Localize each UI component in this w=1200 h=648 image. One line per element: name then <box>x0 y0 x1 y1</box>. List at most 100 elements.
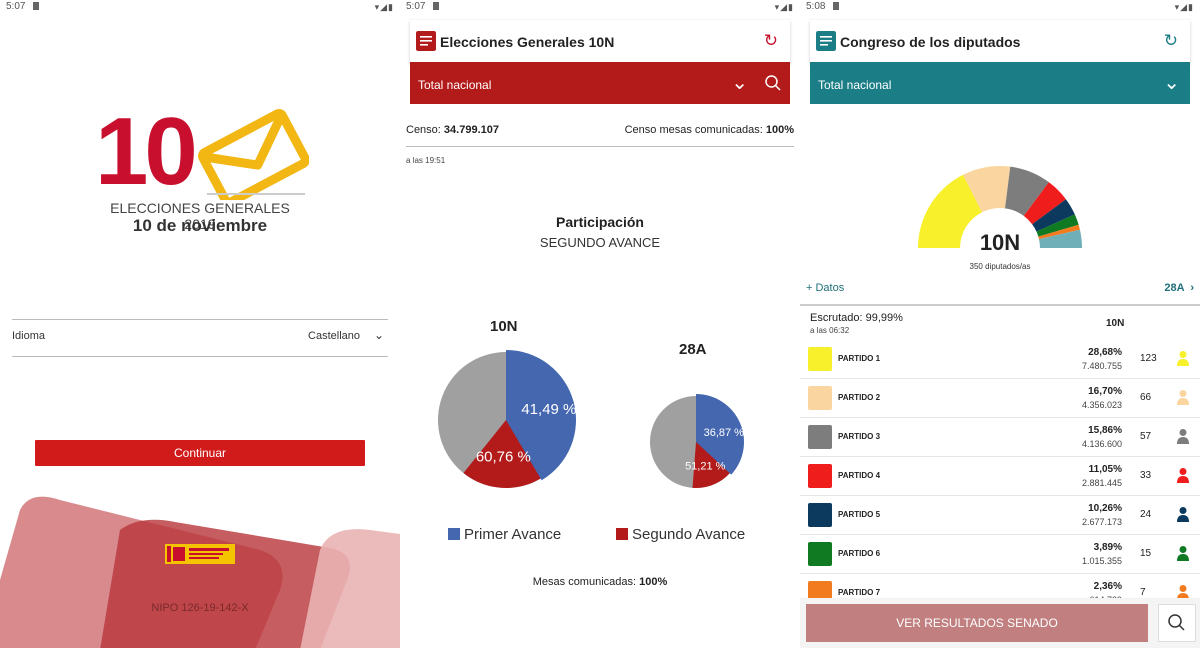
hemicycle-segment <box>1032 199 1075 232</box>
pie-label-10n: 10N <box>490 318 518 335</box>
region-selector[interactable]: Total nacional ⌄ <box>410 62 790 104</box>
party-name: PARTIDO 5 <box>838 510 881 519</box>
status-time: 5:07 <box>6 1 26 12</box>
party-name: PARTIDO 4 <box>838 471 881 480</box>
party-name: PARTIDO 2 <box>838 393 881 402</box>
hemicycle-segment <box>1005 166 1049 216</box>
chevron-down-icon: ⌄ <box>373 328 384 342</box>
status-time: 5:08 <box>806 1 826 12</box>
region-label: Total nacional <box>418 78 492 92</box>
signal-icon: ▾◢▮ <box>774 2 794 12</box>
party-votes: 1.015.355 <box>1081 556 1122 566</box>
censo: Censo: 34.799.107 <box>406 124 499 136</box>
party-name: PARTIDO 1 <box>838 354 881 363</box>
party-seats: 57 <box>1140 431 1152 442</box>
divider <box>800 304 1200 306</box>
status-time: 5:07 <box>406 1 426 12</box>
hemicycle-segment <box>963 166 1011 213</box>
escrutado: Escrutado: 99,99% <box>810 312 903 324</box>
sd-card-icon <box>833 2 840 10</box>
previous-election-label: 28A <box>1164 282 1185 294</box>
censo-label: Censo: <box>406 124 441 136</box>
party-votes: 4.356.023 <box>1081 400 1122 410</box>
search-icon[interactable] <box>764 74 782 92</box>
pie-percent-label: 36,87 % <box>704 427 745 439</box>
party-row[interactable]: PARTIDO 4 11,05% 2.881.445 33 <box>800 457 1200 496</box>
person-icon <box>1177 468 1189 483</box>
hemicycle-segment <box>1023 182 1066 225</box>
party-seats: 123 <box>1140 353 1157 364</box>
person-icon <box>1177 390 1189 405</box>
censo-mesas-value: 100% <box>765 124 794 136</box>
party-votes: 4.136.600 <box>1081 439 1122 449</box>
chevron-down-icon[interactable]: ⌄ <box>731 72 748 94</box>
person-icon <box>1177 351 1189 366</box>
signal-icon: ▾◢▮ <box>374 2 394 12</box>
elections-logo: 10 ELECCIONES GENERALES 2019 10 de novie… <box>95 104 315 240</box>
previous-election-link[interactable]: 28A › <box>1164 282 1194 294</box>
participation-subtitle: SEGUNDO AVANCE <box>539 235 661 250</box>
chevron-down-icon[interactable]: ⌄ <box>1163 72 1180 94</box>
censo-value: 34.799.107 <box>443 124 499 136</box>
party-seats: 24 <box>1140 509 1152 520</box>
senado-results-button[interactable]: VER RESULTADOS SENADO <box>806 604 1148 642</box>
continue-button[interactable]: Continuar <box>35 440 365 466</box>
seat-total: 10N <box>979 230 1021 255</box>
elections-title: ELECCIONES GENERALES 2019 <box>110 200 290 232</box>
party-percent: 16,70% <box>1088 386 1122 397</box>
party-percent: 2,36% <box>1093 581 1122 592</box>
pie-percent-label: 60,76 % <box>476 448 531 465</box>
party-percent: 3,89% <box>1093 542 1122 553</box>
party-row[interactable]: PARTIDO 3 15,86% 4.136.600 57 <box>800 418 1200 457</box>
party-row[interactable]: PARTIDO 5 10,26% 2.677.173 24 <box>800 496 1200 535</box>
document-icon <box>816 31 836 51</box>
elections-date: 10 de noviembre <box>132 216 268 235</box>
legend-first-swatch <box>448 528 460 540</box>
hemicycle-chart <box>918 166 1082 248</box>
party-name: PARTIDO 6 <box>838 549 881 558</box>
pie-percent-label: 51,21 % <box>685 461 726 473</box>
party-color-swatch <box>808 464 832 488</box>
search-button[interactable] <box>1158 604 1196 642</box>
pie-label-28a: 28A <box>679 341 707 358</box>
legend-second: Segundo Avance <box>616 526 745 543</box>
datos-link[interactable]: + Datos <box>806 282 845 294</box>
app-bar: Elecciones Generales 10N ↻ <box>410 20 790 64</box>
pie-first-advance-slice <box>506 350 576 481</box>
update-time: a las 19:51 <box>406 156 446 165</box>
pie-first-advance-slice <box>696 394 744 475</box>
party-seats: 15 <box>1140 548 1152 559</box>
divider <box>12 319 388 320</box>
region-selector[interactable]: Total nacional ⌄ <box>810 62 1190 104</box>
party-row[interactable]: PARTIDO 6 3,89% 1.015.355 15 <box>800 535 1200 574</box>
legend-second-swatch <box>616 528 628 540</box>
refresh-icon[interactable]: ↻ <box>1163 31 1178 50</box>
column-header: 10N <box>1106 318 1125 329</box>
language-label: Idioma <box>12 330 46 342</box>
congress-screen: 5:08 ▾◢▮ Congreso de los diputados ↻ Tot… <box>800 0 1200 648</box>
party-row[interactable]: PARTIDO 1 28,68% 7.480.755 123 <box>800 340 1200 379</box>
party-name: PARTIDO 7 <box>838 588 881 597</box>
legend-second-label: Segundo Avance <box>632 526 746 543</box>
party-color-swatch <box>808 425 832 449</box>
censo-mesas-label: Censo mesas comunicadas: <box>624 124 763 136</box>
signal-icon: ▾◢▮ <box>1174 2 1194 12</box>
person-icon <box>1177 507 1189 522</box>
party-seats: 33 <box>1140 470 1152 481</box>
party-list: PARTIDO 1 28,68% 7.480.755 123 PARTIDO 2 16,7… <box>800 340 1200 613</box>
nipo-code: NIPO 126-19-142-X <box>151 602 249 614</box>
chevron-right-icon: › <box>1187 282 1194 294</box>
party-color-swatch <box>808 347 832 371</box>
app-bar: Congreso de los diputados ↻ <box>810 20 1190 64</box>
party-row[interactable]: PARTIDO 2 16,70% 4.356.023 66 <box>800 379 1200 418</box>
language-selector[interactable]: Idioma Castellano ⌄ <box>12 328 388 342</box>
pie-percent-label: 41,49 % <box>521 401 576 418</box>
mesas-comunicadas: Mesas comunicadas: 100% <box>400 576 800 588</box>
region-label: Total nacional <box>818 78 892 92</box>
censo-mesas: Censo mesas comunicadas: 100% <box>625 124 794 136</box>
refresh-icon[interactable]: ↻ <box>763 31 778 50</box>
update-time: a las 06:32 <box>810 326 850 335</box>
legend-first-label: Primer Avance <box>464 526 562 543</box>
person-icon <box>1177 429 1189 444</box>
decorative-shapes <box>0 496 400 648</box>
